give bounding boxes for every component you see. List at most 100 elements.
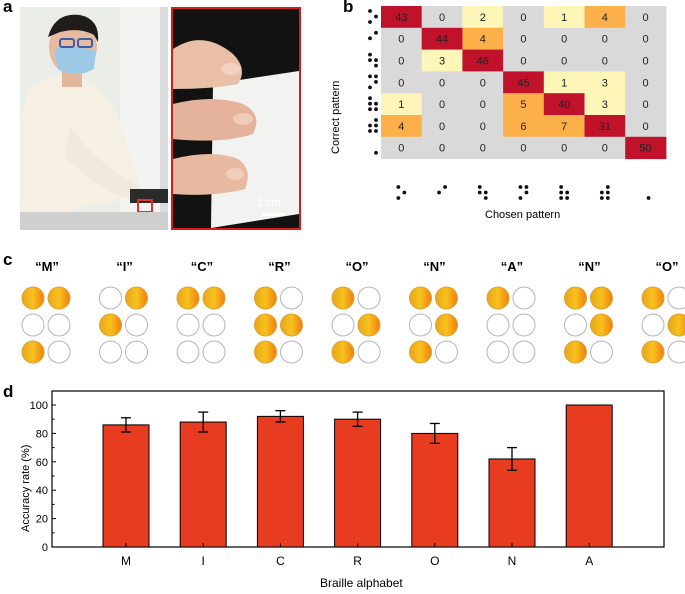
matrix-cell: [503, 136, 545, 160]
matrix-cell: [503, 71, 545, 94]
column-pattern-icon: [599, 185, 610, 200]
matrix-cell: [584, 136, 626, 160]
matrix-value: 0: [520, 12, 526, 24]
panel-label-b: b: [343, 0, 354, 16]
matrix-value: 1: [398, 99, 404, 111]
row-pattern-icon: [368, 52, 378, 68]
braille-dot-flat: [667, 340, 685, 364]
matrix-cell: [462, 71, 504, 94]
panel-label-d: d: [3, 382, 14, 401]
matrix-cell: [381, 115, 423, 138]
matrix-cell: [462, 136, 504, 160]
matrix-cell: [421, 93, 463, 116]
matrix-cell: [462, 6, 504, 29]
y-tick-label: 40: [36, 485, 48, 497]
matrix-cell: [543, 93, 585, 116]
matrix-cell: [543, 71, 585, 94]
braille-dot-flat: [125, 340, 148, 364]
matrix-cell: [381, 136, 423, 160]
braille-letter-label: “M”: [35, 259, 59, 274]
braille-dot-flat: [125, 313, 148, 337]
matrix-cell: [625, 93, 667, 116]
chart-ylabel: Accuracy rate (%): [20, 444, 32, 532]
braille-dot-raised: [435, 286, 458, 310]
matrix-value: 0: [520, 34, 526, 46]
braille-cells: “M” “I” “C” “R” “O” “N” “A” “N” “O”: [21, 259, 685, 364]
accuracy-bar-chart: 0 20 40 60 80 100 M I C R O N A Accuracy rate (%) Br…: [0, 385, 685, 594]
matrix-value: 3: [602, 77, 608, 89]
braille-dot-flat: [409, 313, 432, 337]
column-pattern-icon: [559, 185, 570, 200]
braille-dot-raised: [21, 340, 45, 364]
y-tick-label: 0: [42, 542, 48, 554]
x-tick-label: O: [430, 554, 439, 568]
braille-dot-flat: [176, 340, 200, 364]
matrix-cell: [584, 115, 626, 138]
braille-dot-flat: [99, 286, 122, 310]
braille-dot-raised: [564, 340, 587, 364]
row-pattern-icon: [368, 9, 378, 24]
matrix-value: 0: [561, 143, 567, 155]
braille-dot-raised: [564, 286, 587, 310]
braille-dot-raised: [486, 286, 510, 310]
braille-dot-flat: [486, 340, 510, 364]
matrix-value: 0: [480, 121, 486, 133]
braille-sequence: “M” “I” “C” “R” “O” “N” “A” “N” “O”: [0, 255, 685, 375]
matrix-value: 5: [520, 99, 526, 111]
matrix-value: 7: [561, 121, 567, 133]
x-tick-label: M: [121, 554, 131, 568]
error-bar: [507, 446, 517, 471]
row-pattern-icon: [374, 150, 378, 155]
matrix-value: 0: [602, 56, 608, 68]
photo-user-at-device: [20, 7, 168, 230]
matrix-value: 0: [602, 34, 608, 46]
matrix-cell: [381, 71, 423, 94]
matrix-cell: [584, 93, 626, 116]
matrix-cell: [584, 49, 626, 72]
matrix-value: 31: [599, 121, 611, 133]
braille-dot-flat: [512, 340, 536, 364]
matrix-value: 0: [439, 12, 445, 24]
matrix-cell: [462, 93, 504, 116]
matrix-value: 0: [520, 56, 526, 68]
matrix-value: 0: [398, 34, 404, 46]
matrix-cell: [543, 49, 585, 72]
row-pattern-icon: [368, 118, 378, 133]
braille-dot-raised: [254, 340, 277, 364]
x-tick-label: R: [353, 554, 362, 568]
column-pattern-icon: [518, 185, 529, 200]
matrix-value: 0: [439, 77, 445, 89]
matrix-value: 45: [517, 77, 529, 89]
photo-fingertips-closeup: 1 cm: [171, 7, 301, 230]
braille-letter-label: “I”: [116, 259, 133, 274]
row-pattern-icon: [368, 96, 378, 112]
bar: [488, 458, 536, 548]
error-bar: [429, 422, 440, 444]
braille-dot-raised: [254, 286, 277, 310]
panel-label-c: c: [3, 250, 13, 269]
braille-dot-raised: [99, 313, 122, 337]
braille-dot-raised: [125, 286, 148, 310]
matrix-cell: [625, 49, 667, 72]
braille-dot-raised: [435, 313, 458, 337]
braille-dot-raised: [280, 313, 303, 337]
braille-dot-raised: [409, 286, 432, 310]
braille-letter-label: “R”: [268, 259, 290, 274]
matrix-value: 4: [398, 121, 404, 133]
confusion-ylabel: Correct pattern: [330, 80, 342, 154]
braille-dot-flat: [357, 340, 381, 364]
braille-dot-flat: [590, 340, 613, 364]
bar-chart-plot: 0 20 40 60 80 100 M I C R O N A: [30, 390, 665, 568]
matrix-value: 0: [642, 99, 648, 111]
braille-dot-raised: [331, 340, 355, 364]
braille-dot-flat: [47, 340, 71, 364]
matrix-cell: [625, 6, 667, 29]
matrix-cell: [381, 6, 423, 29]
braille-dot-flat: [21, 313, 45, 337]
matrix-value: 0: [520, 143, 526, 155]
braille-dot-flat: [435, 340, 458, 364]
matrix-cell: [625, 115, 667, 138]
braille-dot-flat: [667, 286, 685, 310]
matrix-cell: [584, 6, 626, 29]
braille-letter-label: “N”: [423, 259, 445, 274]
